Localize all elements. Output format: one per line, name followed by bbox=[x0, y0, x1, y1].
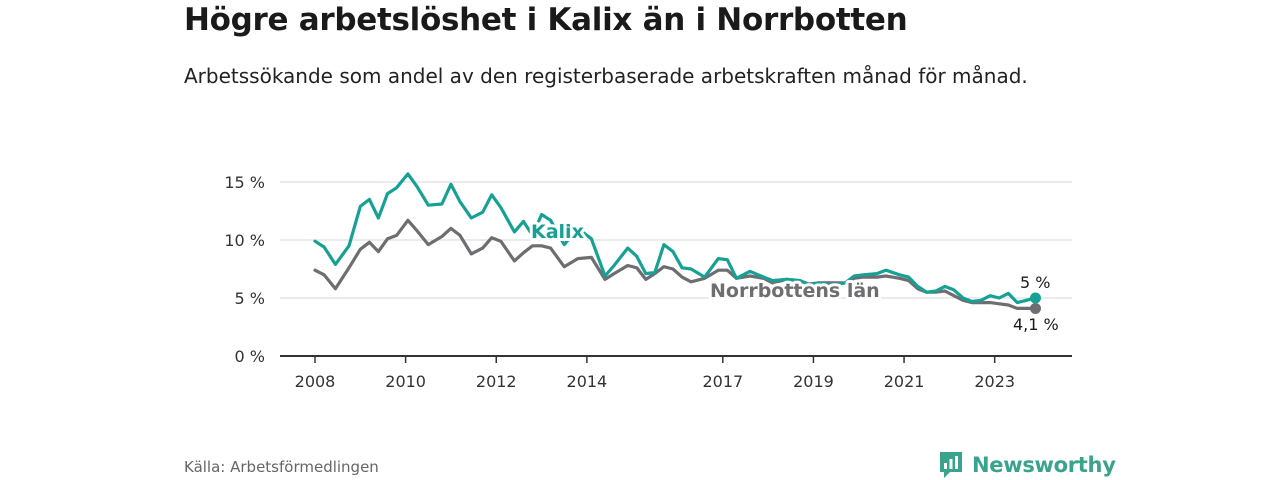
chart-title: Högre arbetslöshet i Kalix än i Norrbott… bbox=[184, 2, 908, 38]
brand-name: Newsworthy bbox=[972, 453, 1116, 477]
y-tick-label: 10 % bbox=[224, 231, 265, 250]
end-point-kalix bbox=[1029, 292, 1041, 304]
end-label-norrbotten: 4,1 % bbox=[1013, 315, 1059, 334]
y-tick-label: 0 % bbox=[235, 347, 265, 366]
x-tick-label: 2017 bbox=[702, 372, 743, 391]
chart-subtitle: Arbetssökande som andel av den registerb… bbox=[184, 64, 1028, 88]
end-point-norrbotten bbox=[1029, 302, 1041, 314]
x-tick-label: 2012 bbox=[476, 372, 517, 391]
series-label-kalix: Kalix bbox=[531, 221, 584, 243]
source-note: Källa: Arbetsförmedlingen bbox=[184, 458, 379, 476]
y-tick-label: 15 % bbox=[224, 173, 265, 192]
newsworthy-icon bbox=[940, 452, 962, 478]
x-axis: 2008 2010 2012 2014 2017 2019 2021 2023 bbox=[280, 355, 1072, 391]
series-labels: Kalix Norrbottens län 5 % 4,1 % bbox=[528, 218, 1061, 337]
x-tick-label: 2021 bbox=[884, 372, 925, 391]
x-tick-label: 2008 bbox=[295, 372, 336, 391]
series-line-norrbotten bbox=[313, 218, 1038, 310]
y-axis-ticks: 0 % 5 % 10 % 15 % bbox=[224, 173, 265, 366]
grid-lines bbox=[280, 181, 1072, 299]
series-lines bbox=[313, 172, 1041, 314]
x-tick-label: 2023 bbox=[974, 372, 1015, 391]
x-tick-label: 2010 bbox=[385, 372, 426, 391]
brand-logo[interactable]: Newsworthy bbox=[938, 450, 1116, 480]
x-tick-label: 2014 bbox=[567, 372, 608, 391]
end-label-kalix: 5 % bbox=[1020, 273, 1050, 292]
line-chart: 0 %5 %10 %15 % 2008 2010 2012 2014 2017 2019 2… bbox=[224, 172, 1072, 391]
series-label-norrbotten: Norrbottens län bbox=[710, 280, 880, 302]
y-tick-label: 5 % bbox=[235, 289, 265, 308]
series-line-kalix bbox=[313, 172, 1038, 305]
x-tick-label: 2019 bbox=[793, 372, 834, 391]
